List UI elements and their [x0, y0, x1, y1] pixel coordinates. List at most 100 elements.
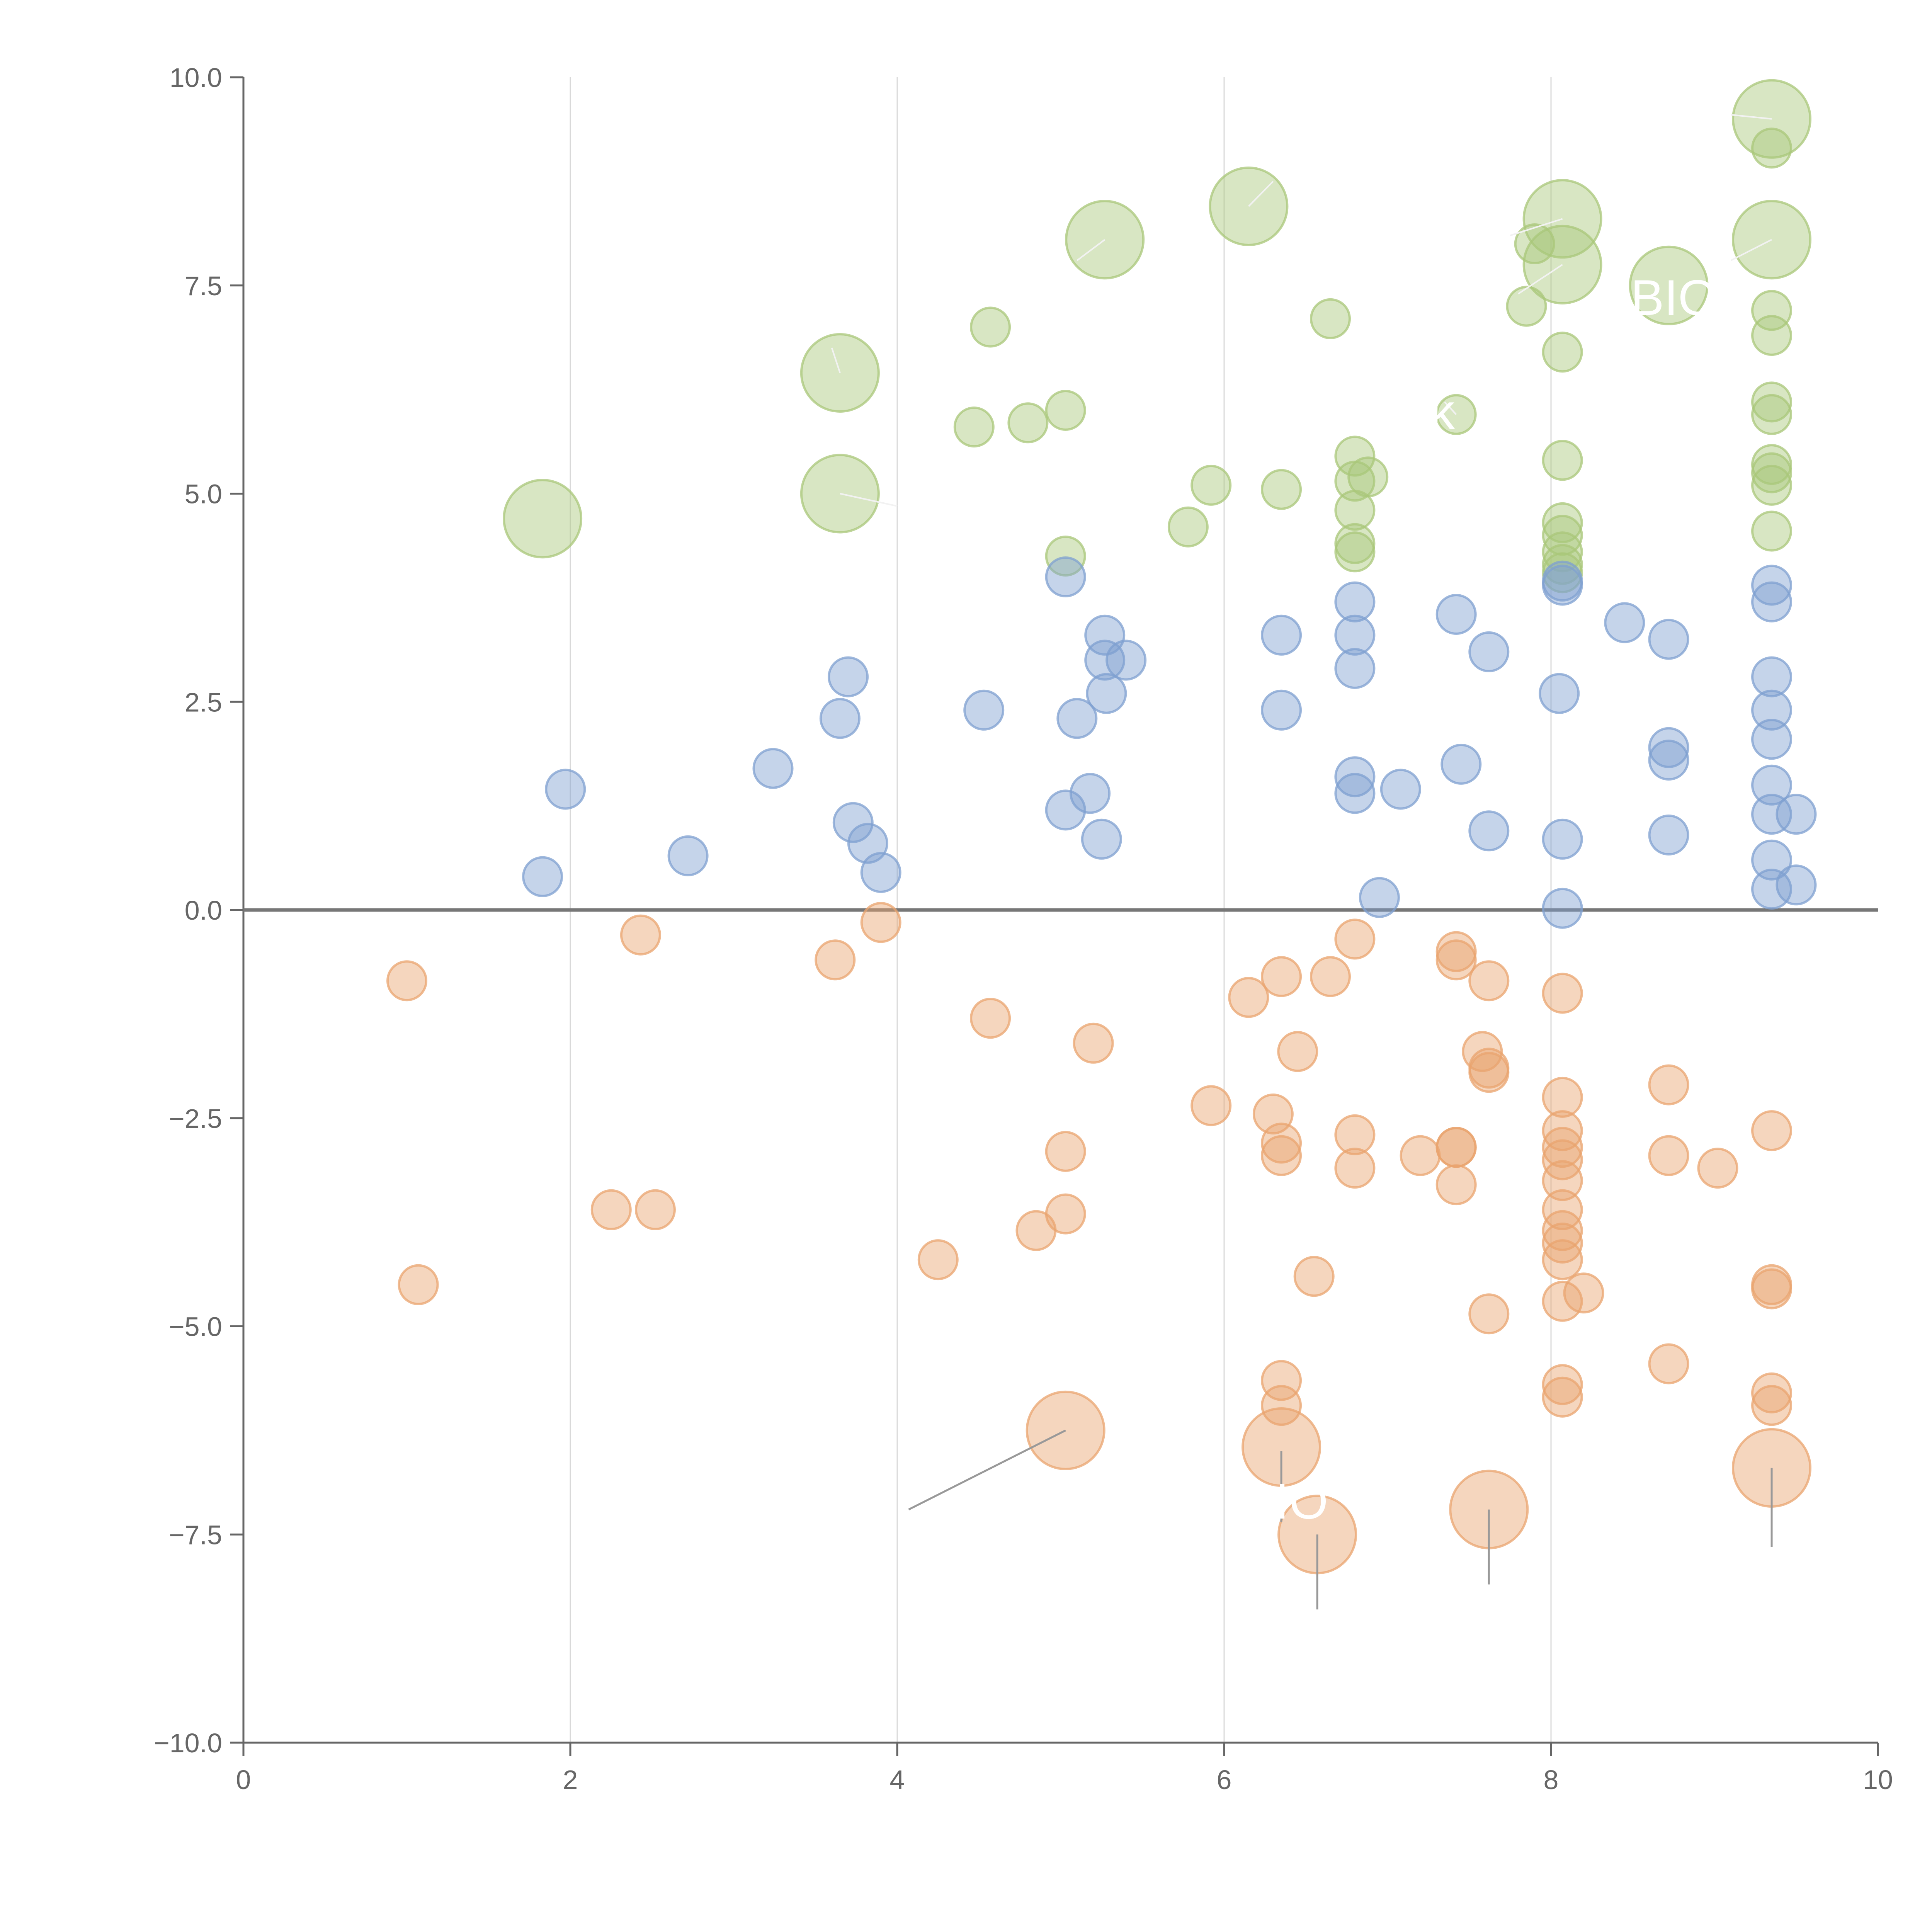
data-point-down	[620, 914, 661, 956]
data-point-down	[1310, 956, 1351, 997]
data-point-mid	[832, 802, 874, 843]
data-point-down	[1015, 1210, 1057, 1251]
y-tick-label: −10.0	[154, 1728, 222, 1758]
data-point-down	[860, 902, 901, 943]
data-point-down	[1542, 1110, 1583, 1151]
data-point-down	[1542, 1189, 1583, 1230]
data-point-down	[1261, 1135, 1302, 1176]
data-point-mid	[1776, 864, 1817, 906]
data-point-down	[1542, 1139, 1583, 1180]
data-point-up	[1522, 179, 1602, 259]
data-point-mid	[860, 852, 901, 893]
data-point-mid	[819, 698, 861, 739]
data-point-down	[1648, 1135, 1689, 1176]
data-point-up	[1751, 394, 1792, 435]
data-point-up	[1542, 332, 1583, 373]
data-point-up	[1065, 200, 1145, 280]
data-point-up	[1629, 245, 1709, 325]
y-tick-label: −2.5	[169, 1104, 222, 1134]
data-point-mid	[828, 656, 869, 697]
data-point-mid	[1542, 888, 1583, 929]
data-point-up	[1334, 435, 1376, 477]
data-point-up	[1261, 469, 1302, 510]
data-point-up	[1310, 298, 1351, 339]
data-point-down	[1400, 1135, 1441, 1176]
data-point-mid	[752, 748, 794, 789]
leader-line	[1730, 239, 1772, 261]
axis-layer: 0 2 4 6 8 10 10.0 7.5 5.0 2.5 0.0 −2.5 −5.0 −7.5 −10.0	[154, 63, 1893, 1795]
data-point-down	[1261, 1360, 1302, 1401]
data-point-mid	[1081, 818, 1122, 860]
data-point-down	[1468, 1052, 1510, 1093]
data-point-mid	[1056, 698, 1098, 739]
data-point-up	[800, 454, 880, 534]
data-point-up	[1045, 390, 1086, 431]
data-point-down	[1334, 1148, 1376, 1189]
data-point-down	[1542, 1210, 1583, 1251]
data-point-mid	[1751, 839, 1792, 881]
data-point-mid	[1086, 673, 1127, 714]
data-point-mid	[1334, 773, 1376, 814]
data-point-mid	[1045, 556, 1086, 597]
data-point-down	[1648, 1064, 1689, 1105]
y-tick-label: −5.0	[169, 1312, 222, 1342]
x-tick-label: 10	[1863, 1765, 1893, 1795]
data-point-up	[953, 406, 995, 448]
data-point-mid	[1359, 877, 1400, 918]
y-tick-label: 0.0	[185, 895, 222, 925]
label-layer: BIO k IO	[1275, 269, 1717, 1529]
points-layer	[386, 79, 1817, 1575]
data-point-down	[1751, 1110, 1792, 1151]
x-tick-label: 6	[1217, 1765, 1232, 1795]
leader-line	[840, 493, 898, 507]
data-point-down	[1542, 1223, 1583, 1264]
data-point-down	[1697, 1148, 1738, 1189]
data-point-up	[1007, 402, 1049, 444]
data-point-down	[1542, 1376, 1583, 1418]
annotation-label-bio: BIO	[1631, 269, 1717, 326]
data-point-mid	[1045, 789, 1086, 831]
data-point-mid	[1648, 815, 1689, 855]
data-point-mid	[1751, 581, 1792, 622]
leader-line	[1077, 239, 1105, 261]
data-point-down	[1648, 1343, 1689, 1384]
data-point-up	[1751, 452, 1792, 493]
leader-line	[1510, 218, 1563, 236]
data-point-mid	[1261, 689, 1302, 731]
x-tick-label: 2	[563, 1765, 578, 1795]
leader-layer	[831, 114, 1773, 1610]
data-point-mid	[1334, 756, 1376, 798]
data-point-down	[1542, 1077, 1583, 1118]
data-point-up	[1542, 502, 1583, 543]
data-point-down	[1542, 1160, 1583, 1201]
data-point-down	[590, 1189, 632, 1230]
x-tick-label: 0	[236, 1765, 251, 1795]
data-point-down	[1563, 1272, 1604, 1314]
data-point-mid	[1084, 639, 1126, 681]
data-point-down	[1261, 1122, 1302, 1164]
data-point-up	[1190, 464, 1232, 506]
data-point-mid	[1648, 619, 1689, 660]
data-point-up	[1542, 440, 1583, 481]
data-point-down	[386, 960, 427, 1002]
data-point-up	[1045, 536, 1086, 577]
data-point-down	[1261, 956, 1302, 997]
data-point-down	[1542, 1364, 1583, 1405]
x-tick-label: 4	[890, 1765, 905, 1795]
leader-line	[1444, 401, 1457, 415]
data-point-mid	[545, 769, 586, 810]
data-point-mid	[1751, 719, 1792, 760]
data-point-down	[1751, 1268, 1792, 1310]
data-point-up	[1506, 286, 1547, 327]
x-tick-label: 8	[1544, 1765, 1559, 1795]
data-point-up	[1334, 531, 1376, 573]
data-point-mid	[1751, 764, 1792, 806]
data-point-down	[1045, 1131, 1086, 1172]
data-point-down	[1334, 1114, 1376, 1155]
data-point-up	[1751, 315, 1792, 356]
data-point-down	[1435, 939, 1477, 981]
data-point-up	[1751, 510, 1792, 552]
data-point-down	[398, 1264, 439, 1305]
y-tick-label: 5.0	[185, 479, 222, 509]
